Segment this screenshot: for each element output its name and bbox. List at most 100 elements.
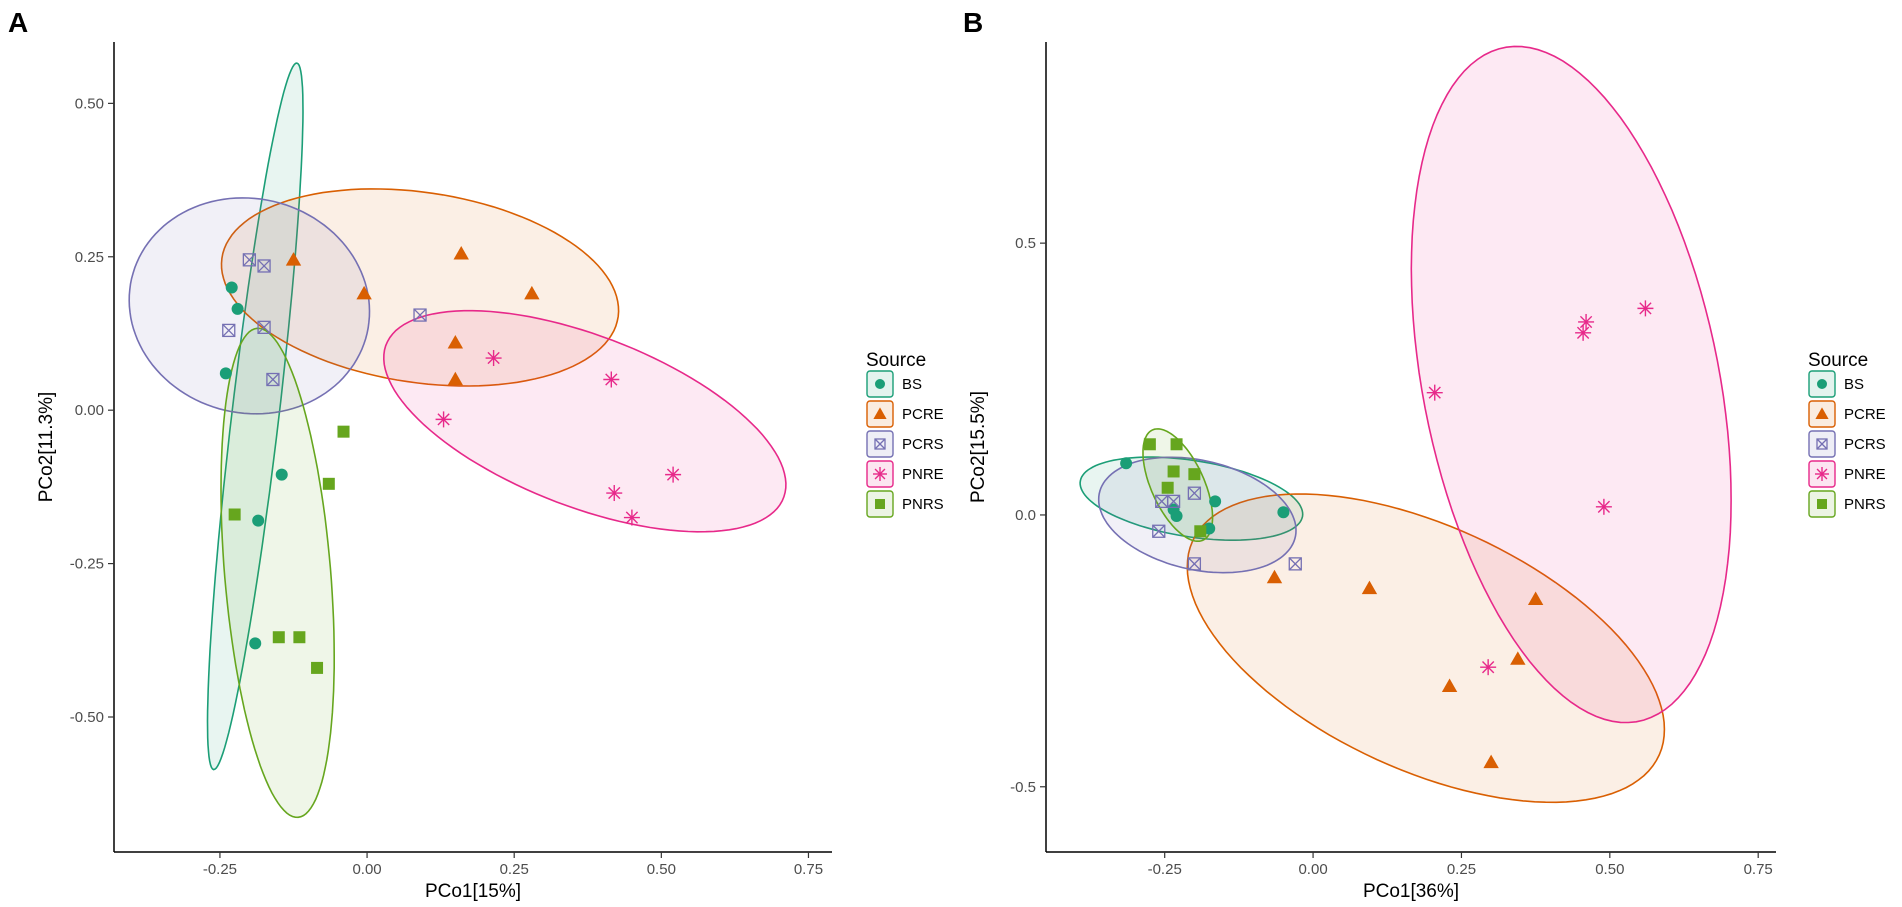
point-pnrs xyxy=(1143,438,1156,451)
point-pcre xyxy=(1441,678,1458,692)
panel-b: B -0.25 0.00 0.25 0.50 0.75 -0.5 0.0 0.5 PCo1[3… xyxy=(963,7,1886,902)
legend-label: PCRS xyxy=(1844,436,1886,453)
legend-marker-pnre xyxy=(873,467,887,481)
legend-item-pnrs: PNRS xyxy=(1808,490,1886,518)
point-pcre xyxy=(1361,580,1378,595)
x-tick-label: 0.50 xyxy=(647,861,676,878)
panel-letter-a: A xyxy=(8,7,28,38)
y-tick-label: -0.25 xyxy=(70,556,104,573)
panel-a: A -0.25 0.00 0.25 0.50 0.75 -0.50 -0.25 0.00 0.2… xyxy=(8,7,944,902)
point-pcre xyxy=(1266,569,1283,584)
point-pcre xyxy=(524,285,540,300)
legend-item-pcrs: PCRS xyxy=(866,430,944,458)
point-pnre xyxy=(1578,313,1595,330)
x-tick-label: -0.25 xyxy=(203,861,237,878)
y-tick-label: 0.5 xyxy=(1015,235,1036,252)
legend-item-pnrs: PNRS xyxy=(866,490,944,518)
legend-title: Source xyxy=(866,350,926,371)
point-pcrs xyxy=(242,253,257,267)
point-pcre xyxy=(1510,651,1526,665)
point-pcrs xyxy=(1288,557,1302,571)
legend-label: PNRS xyxy=(902,496,944,513)
ellipse-pnrs xyxy=(220,327,336,819)
legend-item-pcrs: PCRS xyxy=(1808,430,1886,458)
legend-marker-pcre xyxy=(873,407,887,419)
point-pnre xyxy=(603,371,620,388)
point-pnrs xyxy=(272,631,285,644)
point-pnre xyxy=(665,466,682,483)
legend-marker-bs xyxy=(1817,379,1827,389)
point-pnre xyxy=(1575,324,1592,341)
legend-marker-bs xyxy=(875,379,885,389)
legend-label: BS xyxy=(1844,376,1864,393)
legend-marker-pnre xyxy=(1815,467,1829,481)
x-tick-label: 0.00 xyxy=(352,861,381,878)
point-pnre xyxy=(1480,659,1497,676)
y-tick-label: -0.50 xyxy=(70,709,104,726)
x-tick-label: 0.25 xyxy=(1447,861,1476,878)
legend-label: PCRS xyxy=(902,436,944,453)
point-pnre xyxy=(1637,300,1654,317)
point-pcrs xyxy=(266,372,280,387)
point-pcre xyxy=(285,252,302,266)
point-pcrs xyxy=(257,259,271,273)
confidence-ellipses xyxy=(128,62,787,819)
ellipse-pnre xyxy=(382,309,787,533)
point-pcrs xyxy=(1187,486,1202,500)
data-points xyxy=(219,246,682,674)
legend-item-pnre: PNRE xyxy=(866,460,944,488)
axis-ticks: -0.25 0.00 0.25 0.50 0.75 -0.50 -0.25 0.00 0.25 0… xyxy=(70,95,823,878)
point-pnrs xyxy=(337,425,350,438)
legend-title: Source xyxy=(1808,350,1868,371)
point-pcrs xyxy=(1166,494,1181,509)
point-pcrs xyxy=(222,323,236,338)
point-pcrs xyxy=(1187,557,1202,571)
legend-marker-pnrs xyxy=(1817,499,1827,509)
legend-item-bs: BS xyxy=(1808,370,1864,398)
legend: Source BS PCRE PCRS PNRE PNRS xyxy=(1808,350,1886,518)
point-pcre xyxy=(1527,591,1544,605)
point-pcrs xyxy=(257,320,271,334)
point-pnrs xyxy=(1161,481,1174,494)
point-pnre xyxy=(1595,498,1612,515)
legend-item-pcre: PCRE xyxy=(1808,400,1886,428)
x-axis-title: PCo1[15%] xyxy=(425,881,521,902)
point-pcre xyxy=(453,246,469,260)
point-bs xyxy=(252,514,265,527)
point-bs xyxy=(249,637,262,650)
y-tick-label: 0.0 xyxy=(1015,507,1036,524)
x-tick-label: 0.75 xyxy=(794,861,823,878)
x-tick-label: 0.00 xyxy=(1298,861,1327,878)
legend-label: PNRS xyxy=(1844,496,1886,513)
point-bs xyxy=(1209,495,1222,508)
ellipse-pcre xyxy=(220,188,620,387)
panel-letter-b: B xyxy=(963,7,983,38)
legend-marker-pcrs xyxy=(1816,438,1828,450)
y-tick-label: -0.5 xyxy=(1010,779,1036,796)
point-pnrs xyxy=(228,508,241,521)
point-pcre xyxy=(1483,754,1499,769)
point-pnrs xyxy=(293,631,306,644)
point-pnre xyxy=(606,485,623,502)
axis-ticks: -0.25 0.00 0.25 0.50 0.75 -0.5 0.0 0.5 xyxy=(1010,235,1773,878)
point-pcrs xyxy=(413,308,427,322)
legend-marker-pcrs xyxy=(874,438,886,450)
ellipse-bs xyxy=(206,62,304,771)
point-pnrs xyxy=(1194,525,1207,538)
legend-label: PNRE xyxy=(1844,466,1886,483)
x-tick-label: -0.25 xyxy=(1148,861,1182,878)
point-pnrs xyxy=(311,661,324,674)
legend-label: PCRE xyxy=(902,406,944,423)
point-bs xyxy=(1277,506,1290,519)
y-tick-label: 0.50 xyxy=(75,95,104,112)
legend-marker-pnrs xyxy=(875,499,885,509)
y-tick-label: 0.00 xyxy=(75,402,104,419)
point-bs xyxy=(219,367,232,380)
point-pcrs xyxy=(1152,524,1166,538)
point-bs xyxy=(275,468,288,481)
point-pnre xyxy=(485,350,502,367)
point-pcre xyxy=(447,334,464,349)
ellipse-pcrs xyxy=(1097,456,1297,574)
legend: Source BS PCRE PCRS PNRE PNRS xyxy=(866,350,944,518)
